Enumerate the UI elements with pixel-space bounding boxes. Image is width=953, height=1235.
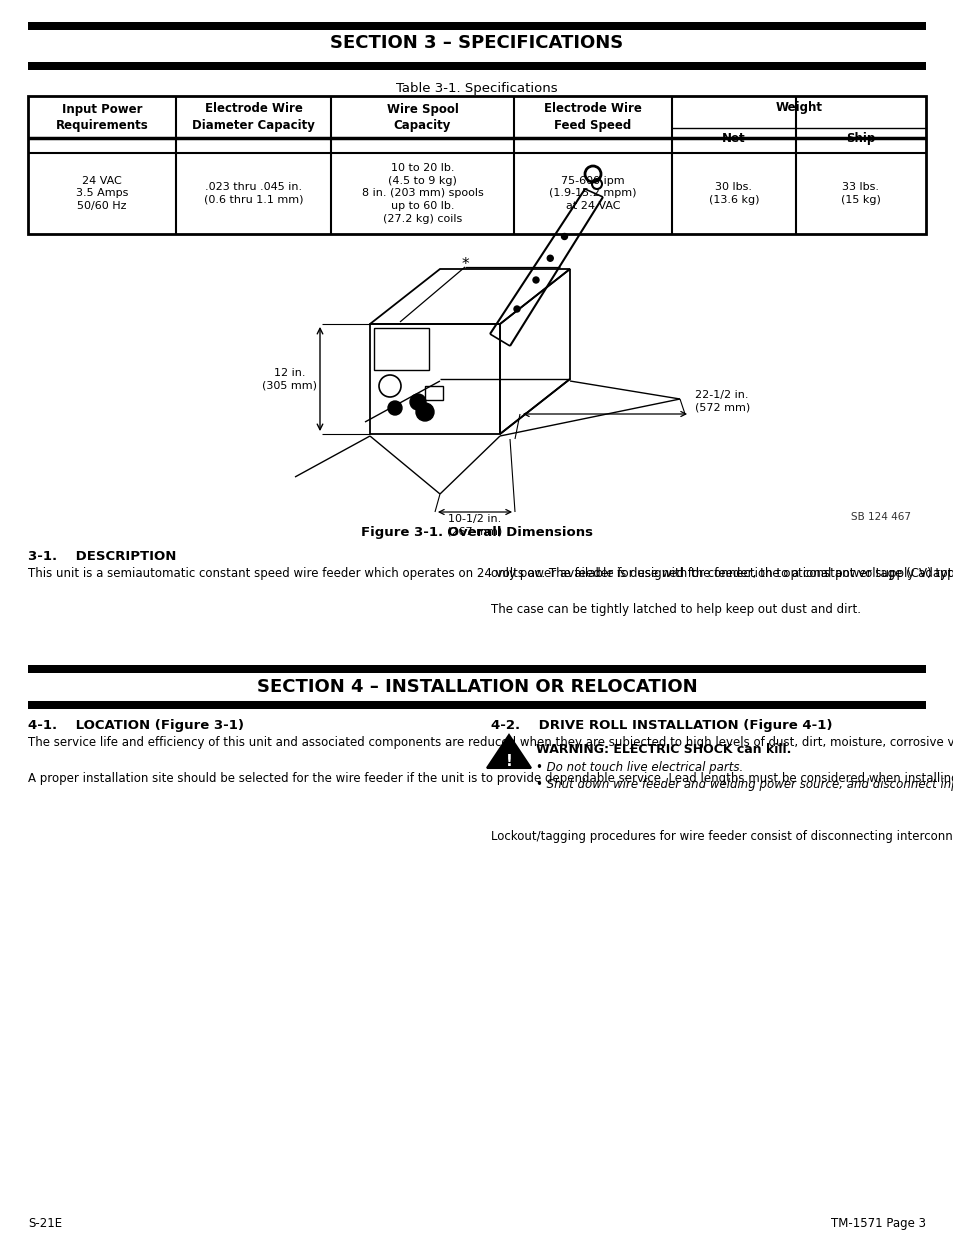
Circle shape <box>561 233 567 240</box>
Text: • Do not touch live electrical parts.: • Do not touch live electrical parts. <box>536 761 742 774</box>
Text: !: ! <box>505 755 512 769</box>
Circle shape <box>533 277 538 283</box>
Circle shape <box>410 394 426 410</box>
Text: 12 in.
(305 mm): 12 in. (305 mm) <box>262 368 316 390</box>
Text: • Shut down wire feeder and welding power source, and disconnect input power emp: • Shut down wire feeder and welding powe… <box>536 778 953 790</box>
Text: This unit is a semiautomatic constant speed wire feeder which operates on 24 vol: This unit is a semiautomatic constant sp… <box>28 567 953 580</box>
Text: S-21E: S-21E <box>28 1216 62 1230</box>
Text: 4-2.    DRIVE ROLL INSTALLATION (Figure 4-1): 4-2. DRIVE ROLL INSTALLATION (Figure 4-1… <box>491 719 832 732</box>
Text: Lockout/tagging procedures for wire feeder consist of disconnecting interconnect: Lockout/tagging procedures for wire feed… <box>491 830 953 844</box>
Text: only power available for use with the feeder, the optional power supply adapter : only power available for use with the fe… <box>491 567 953 616</box>
Text: Wire Spool
Capacity: Wire Spool Capacity <box>386 103 458 131</box>
Circle shape <box>514 306 519 312</box>
Text: The service life and efficiency of this unit and associated components are reduc: The service life and efficiency of this … <box>28 736 953 785</box>
Bar <box>28 62 925 70</box>
Text: 3-1.    DESCRIPTION: 3-1. DESCRIPTION <box>28 550 176 563</box>
Circle shape <box>547 256 553 262</box>
Bar <box>28 701 925 709</box>
Text: Weight: Weight <box>775 101 821 115</box>
Text: 75-600 ipm
(1.9-15.2 mpm)
at 24 VAC: 75-600 ipm (1.9-15.2 mpm) at 24 VAC <box>549 175 636 211</box>
Text: .023 thru .045 in.
(0.6 thru 1.1 mm): .023 thru .045 in. (0.6 thru 1.1 mm) <box>204 182 303 205</box>
Text: *: * <box>460 257 468 272</box>
Text: SECTION 3 – SPECIFICATIONS: SECTION 3 – SPECIFICATIONS <box>330 35 623 52</box>
Circle shape <box>388 401 401 415</box>
Text: Electrode Wire
Feed Speed: Electrode Wire Feed Speed <box>543 103 641 131</box>
Text: 30 lbs.
(13.6 kg): 30 lbs. (13.6 kg) <box>708 182 759 205</box>
Text: 10-1/2 in.
(267 mm): 10-1/2 in. (267 mm) <box>447 514 502 536</box>
Text: SECTION 4 – INSTALLATION OR RELOCATION: SECTION 4 – INSTALLATION OR RELOCATION <box>256 678 697 697</box>
Text: Input Power
Requirements: Input Power Requirements <box>55 103 149 131</box>
Text: Figure 3-1. Overall Dimensions: Figure 3-1. Overall Dimensions <box>360 526 593 538</box>
Text: Ship: Ship <box>845 132 875 144</box>
Text: 33 lbs.
(15 kg): 33 lbs. (15 kg) <box>841 182 880 205</box>
Bar <box>424 387 442 400</box>
Bar <box>28 664 925 673</box>
Text: TM-1571 Page 3: TM-1571 Page 3 <box>830 1216 925 1230</box>
Polygon shape <box>486 735 531 768</box>
Circle shape <box>416 403 434 421</box>
Text: 24 VAC
3.5 Amps
50/60 Hz: 24 VAC 3.5 Amps 50/60 Hz <box>75 175 128 211</box>
Text: 22-1/2 in.
(572 mm): 22-1/2 in. (572 mm) <box>695 390 749 412</box>
Text: Net: Net <box>721 132 745 144</box>
Text: SB 124 467: SB 124 467 <box>850 513 910 522</box>
Text: 10 to 20 lb.
(4.5 to 9 kg)
8 in. (203 mm) spools
up to 60 lb.
(27.2 kg) coils: 10 to 20 lb. (4.5 to 9 kg) 8 in. (203 mm… <box>361 163 483 224</box>
Text: WARNING: ELECTRIC SHOCK can kill.: WARNING: ELECTRIC SHOCK can kill. <box>536 743 791 756</box>
Text: Electrode Wire
Diameter Capacity: Electrode Wire Diameter Capacity <box>192 103 314 131</box>
Bar <box>28 22 925 30</box>
Text: 4-1.    LOCATION (Figure 3-1): 4-1. LOCATION (Figure 3-1) <box>28 719 244 732</box>
Bar <box>28 96 925 233</box>
Text: Table 3-1. Specifications: Table 3-1. Specifications <box>395 82 558 95</box>
